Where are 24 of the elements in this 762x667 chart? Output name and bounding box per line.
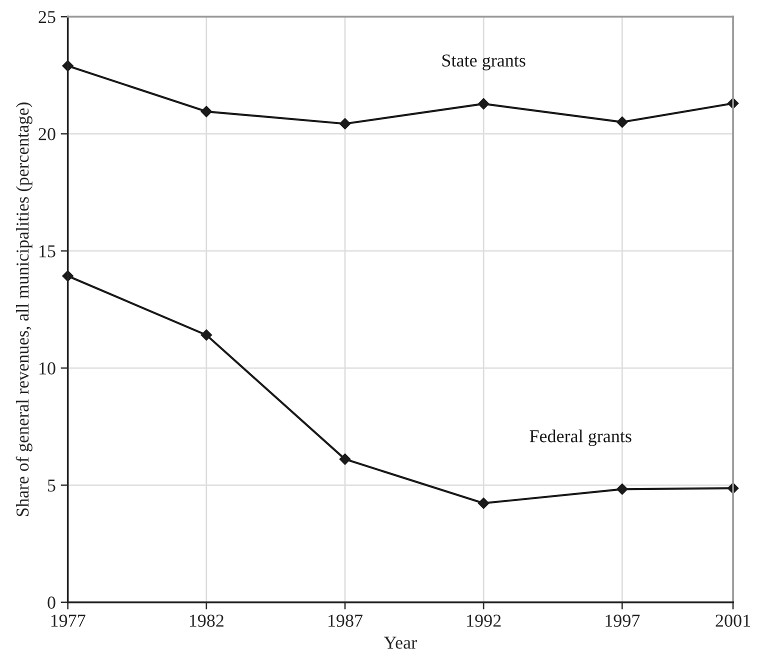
x-tick-label: 1977 <box>51 614 86 627</box>
y-tick-label: 5 <box>48 480 56 492</box>
x-tick-label: 2001 <box>716 614 750 627</box>
y-tick-label: 20 <box>38 128 56 140</box>
point <box>478 98 490 110</box>
y-tick-label: 10 <box>40 362 56 374</box>
point <box>339 118 351 130</box>
x-axis-title: Year <box>384 636 417 649</box>
x-tick-label: 1982 <box>190 614 224 627</box>
point <box>339 453 351 466</box>
point <box>200 106 212 118</box>
y-tick-label: 0 <box>48 596 56 609</box>
x-tick-label: 1992 <box>467 614 501 627</box>
x-tick-label: 1987 <box>328 614 363 627</box>
series-label: State grants <box>442 54 526 70</box>
y-tick-label: 25 <box>38 10 56 24</box>
point <box>616 116 628 128</box>
point <box>478 497 490 510</box>
y-axis-title: Share of general revenues, all municipalities (percentage) <box>16 102 32 516</box>
text: Federal grants <box>530 430 632 446</box>
point <box>616 483 628 496</box>
point <box>200 329 212 341</box>
x-tick-label: 1997 <box>606 614 640 627</box>
y-tick-label: 15 <box>40 245 56 258</box>
